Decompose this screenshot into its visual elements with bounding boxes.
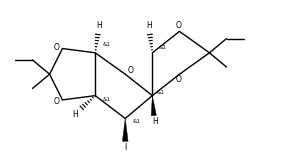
Text: &1: &1 [102,42,110,47]
Text: &1: &1 [157,90,165,95]
Text: I: I [124,143,126,152]
Text: &1: &1 [102,97,110,102]
Text: O: O [176,21,181,30]
Text: O: O [128,66,134,75]
Text: H: H [72,110,77,119]
Text: &1: &1 [158,45,166,50]
Text: O: O [53,97,59,106]
Text: &1: &1 [132,119,140,124]
Text: O: O [53,43,59,52]
Polygon shape [151,96,156,116]
Text: H: H [152,117,158,126]
Polygon shape [122,119,128,141]
Text: O: O [176,75,181,84]
Text: H: H [146,21,152,30]
Text: H: H [96,21,102,30]
